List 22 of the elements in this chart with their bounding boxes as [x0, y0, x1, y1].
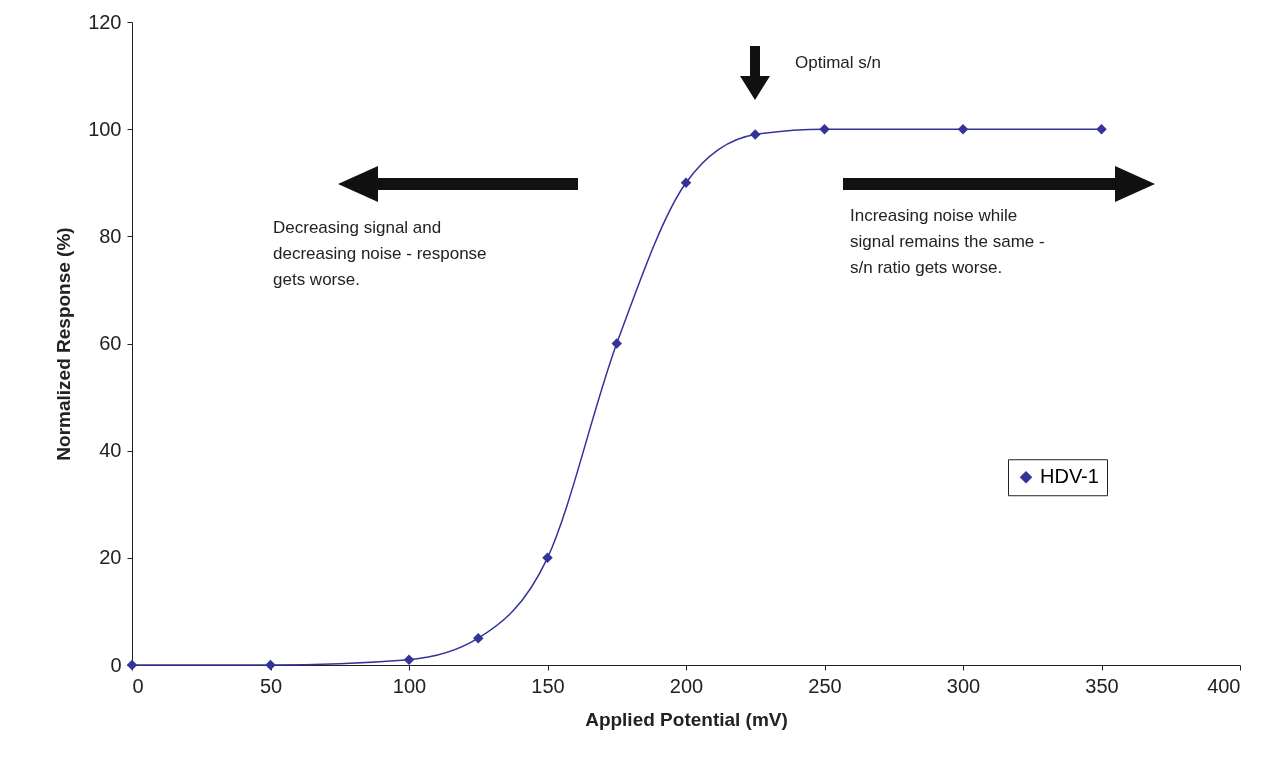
- y-tick-label: 60: [99, 332, 122, 354]
- y-tick-label: 100: [88, 117, 122, 140]
- legend-label: HDV-1: [1040, 465, 1099, 488]
- x-tick-label: 350: [1085, 674, 1119, 697]
- x-tick-label: 300: [946, 674, 981, 697]
- y-tick-label: 20: [99, 546, 122, 569]
- x-tick-label: 200: [669, 674, 704, 697]
- x-axis-title: Applied Potential (mV): [585, 708, 788, 730]
- y-tick-label: 40: [99, 439, 122, 462]
- x-tick-label: 250: [808, 674, 842, 697]
- x-tick-label: 150: [531, 674, 565, 697]
- x-tick-label: 0: [132, 674, 144, 697]
- y-tick-label: 0: [110, 653, 122, 676]
- annotation: Decreasing signal and decreasing noise - response gets worse.: [273, 218, 487, 289]
- annotation: Optimal s/n: [795, 53, 881, 72]
- x-tick-label: 50: [259, 674, 283, 697]
- x-tick-label: 100: [392, 674, 427, 697]
- y-tick-label: 80: [99, 224, 122, 247]
- y-tick-label: 120: [88, 10, 122, 33]
- y-axis-title: Normalized Response (%): [53, 227, 75, 461]
- annotation: Increasing noise while signal remains the same - s/n ratio gets worse.: [850, 206, 1045, 277]
- x-tick-label: 400: [1207, 674, 1241, 697]
